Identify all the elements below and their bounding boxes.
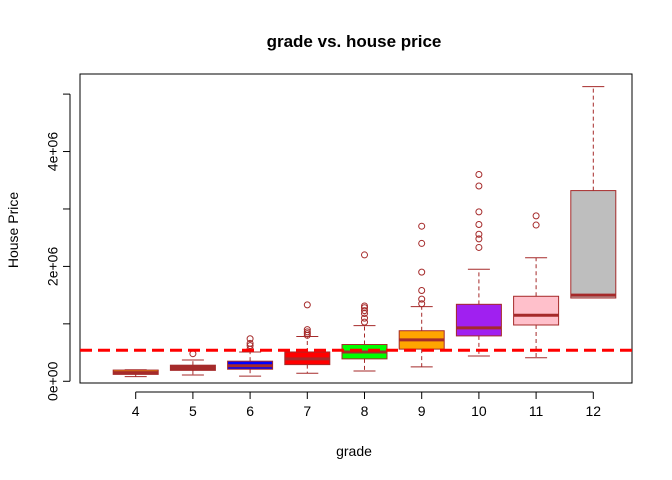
box-body <box>570 190 617 299</box>
plot-area: 0e+00 2e+06 4e+06 4 5 6 7 8 9 10 11 12 <box>45 73 633 419</box>
outlier-point <box>475 243 483 251</box>
outlier-point <box>475 220 483 228</box>
x-tick-label: 9 <box>418 403 426 419</box>
x-tick-label: 4 <box>132 403 140 419</box>
outlier-point <box>361 314 368 322</box>
outlier-point <box>475 171 483 179</box>
outlier-point <box>475 182 483 190</box>
y-tick-label: 2e+06 <box>45 247 61 287</box>
outlier-point <box>418 222 426 230</box>
y-axis-label: House Price <box>5 192 21 268</box>
x-tick-label: 10 <box>471 403 487 419</box>
outlier-point <box>418 295 426 303</box>
x-axis-label: grade <box>336 443 372 459</box>
plot-border <box>79 73 633 384</box>
outlier-point <box>418 239 426 247</box>
outlier-point <box>361 251 368 259</box>
outlier-point <box>418 300 426 308</box>
chart-title: grade vs. house price <box>267 32 442 51</box>
outlier-point <box>246 342 254 350</box>
outlier-point <box>303 301 311 309</box>
x-tick-label: 11 <box>529 403 544 419</box>
x-tick-label: 8 <box>361 403 369 419</box>
x-tick-label: 6 <box>246 403 254 419</box>
y-tick-label: 0e+00 <box>45 361 61 401</box>
x-tick-label: 12 <box>586 403 602 419</box>
outlier-point <box>532 221 540 229</box>
outlier-point <box>532 212 540 220</box>
outlier-point <box>361 307 368 315</box>
outlier-point <box>418 287 426 295</box>
x-tick-label: 7 <box>303 403 311 419</box>
outlier-point <box>475 230 483 238</box>
outlier-point <box>361 302 368 310</box>
box-body <box>513 295 560 326</box>
outlier-point <box>475 235 483 243</box>
x-tick-label: 5 <box>189 403 197 419</box>
outlier-point <box>475 208 483 216</box>
y-tick-label: 4e+06 <box>45 132 61 172</box>
outlier-point <box>246 335 254 343</box>
outlier-point <box>246 339 254 347</box>
box-body <box>455 303 502 337</box>
outlier-point <box>303 328 311 336</box>
outlier-point <box>418 268 426 276</box>
outlier-point <box>303 326 311 334</box>
outlier-point <box>361 318 368 326</box>
